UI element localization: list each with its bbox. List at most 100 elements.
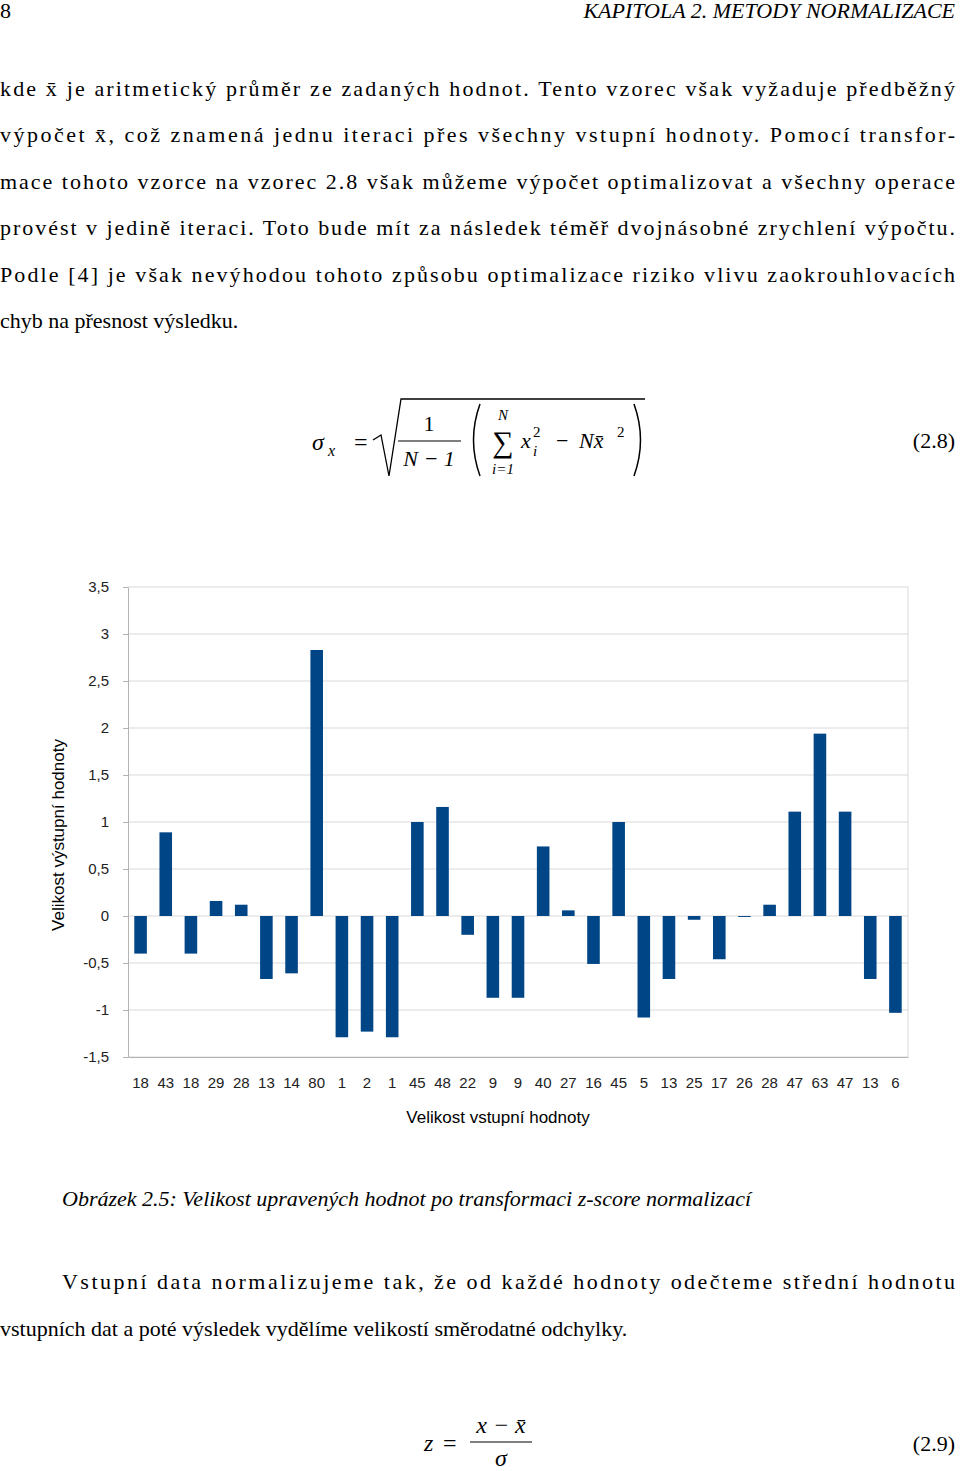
tick: 26 <box>736 1057 753 1091</box>
bar <box>638 916 651 1018</box>
tick-mark <box>123 1057 128 1058</box>
tick-label: 13 <box>862 1074 879 1091</box>
bar <box>713 916 726 959</box>
bars <box>134 650 901 1037</box>
eq-sum-lower: i=1 <box>492 461 514 477</box>
tick: 47 <box>837 1057 854 1091</box>
tick: 0 <box>101 907 128 924</box>
axis-line <box>129 1057 909 1058</box>
tick: 63 <box>812 1057 829 1091</box>
tick: 45 <box>409 1057 426 1091</box>
tick-label: 25 <box>686 1074 703 1091</box>
tick-label: 80 <box>308 1074 325 1091</box>
tick-label: 5 <box>640 1074 648 1091</box>
eq-subscript: i <box>533 443 537 459</box>
paragraph: kde x̄ je aritmetický průměr ze zadaných… <box>0 76 955 333</box>
eq-operator: = <box>354 429 368 455</box>
tick: 6 <box>891 1057 899 1091</box>
bar <box>361 916 374 1032</box>
grid-line <box>128 587 908 588</box>
figure-caption: Obrázek 2.5: Velikost upravených hodnot … <box>62 1186 753 1211</box>
tick-label: 0 <box>101 907 109 924</box>
tick-label: 13 <box>661 1074 678 1091</box>
grid-line <box>128 681 908 682</box>
eq-number: (2.8) <box>913 428 955 453</box>
paragraph-line: Vstupní data normalizujeme tak, že od ka… <box>62 1269 955 1294</box>
tick: 80 <box>308 1057 325 1091</box>
tick: 40 <box>535 1057 552 1091</box>
bar <box>134 916 147 954</box>
eq-sum-upper: N <box>497 407 509 423</box>
tick-label: -1 <box>96 1001 109 1018</box>
tick: 43 <box>157 1057 174 1091</box>
bar <box>562 910 575 916</box>
tick-label: 2 <box>101 719 109 736</box>
tick-mark <box>123 728 128 729</box>
tick: 18 <box>183 1057 200 1091</box>
bar <box>839 812 852 916</box>
tick-mark <box>123 916 128 917</box>
chart: -1,5-1-0,500,511,522,533,518431829281314… <box>49 578 909 1127</box>
radical <box>373 399 645 476</box>
tick-label: 14 <box>283 1074 300 1091</box>
tick-label: 9 <box>514 1074 522 1091</box>
tick: 18 <box>132 1057 149 1091</box>
x-axis-title: Velikost vstupní hodnoty <box>406 1108 590 1127</box>
tick-label: -1,5 <box>83 1048 109 1065</box>
bar <box>512 916 525 998</box>
tick: 1,5 <box>88 766 128 783</box>
tick-label: 27 <box>560 1074 577 1091</box>
tick: 28 <box>761 1057 778 1091</box>
tick: -1,5 <box>83 1048 128 1065</box>
bar <box>235 905 248 916</box>
tick-label: 22 <box>459 1074 476 1091</box>
tick: 2 <box>363 1057 371 1091</box>
tick: 25 <box>686 1057 703 1091</box>
tick: 27 <box>560 1057 577 1091</box>
parenthesis <box>634 404 641 476</box>
tick: -0,5 <box>83 954 128 971</box>
eq-operator: = <box>443 1430 457 1456</box>
x-axis: 1843182928131480121454822994027164551325… <box>129 1057 909 1091</box>
y-axis: -1,5-1-0,500,511,522,533,5 <box>83 578 128 1065</box>
plot-frame <box>908 587 909 1057</box>
tick-label: 63 <box>812 1074 829 1091</box>
tick-label: 0,5 <box>88 860 109 877</box>
bar <box>159 832 172 916</box>
tick-label: 3 <box>101 625 109 642</box>
eq-symbol: z <box>423 1430 434 1456</box>
paragraph: Vstupní data normalizujeme tak, že od ka… <box>0 1269 955 1341</box>
tick: 2,5 <box>88 672 128 689</box>
bar <box>788 812 801 916</box>
parenthesis <box>474 404 481 476</box>
bar <box>260 916 273 979</box>
tick: 9 <box>514 1057 522 1091</box>
tick: 45 <box>610 1057 627 1091</box>
tick: 1 <box>338 1057 346 1091</box>
tick-mark <box>123 681 128 682</box>
paragraph-line: chyb na přesnost výsledku. <box>0 308 238 333</box>
page: 8KAPITOLA 2. METODY NORMALIZACEkde x̄ je… <box>0 0 960 1471</box>
paragraph-line: kde x̄ je aritmetický průměr ze zadaných… <box>0 76 955 101</box>
tick-label: 2,5 <box>88 672 109 689</box>
paragraph-line: vstupních dat a poté výsledek vydělíme v… <box>0 1316 627 1341</box>
bar <box>612 822 625 916</box>
equation: σx=1N − 1∑Ni=1x2i−Nx̄2(2.8) <box>312 399 955 477</box>
eq-numerator: x − x̄ <box>475 1412 526 1438</box>
tick-mark <box>123 869 128 870</box>
paragraph-line: výpočet x̄, což znamená jednu iteraci př… <box>0 122 955 147</box>
bar <box>336 916 349 1037</box>
grid-line <box>128 1010 908 1011</box>
bar <box>436 807 449 916</box>
tick: 16 <box>585 1057 602 1091</box>
tick: 3 <box>101 625 128 642</box>
tick-label: 28 <box>233 1074 250 1091</box>
tick: 0,5 <box>88 860 128 877</box>
tick-label: 18 <box>183 1074 200 1091</box>
tick-label: 1 <box>388 1074 396 1091</box>
bar <box>537 846 550 916</box>
tick-label: 28 <box>761 1074 778 1091</box>
tick-label: 2 <box>363 1074 371 1091</box>
eq-number: (2.9) <box>913 1431 955 1456</box>
grid-line <box>128 728 908 729</box>
